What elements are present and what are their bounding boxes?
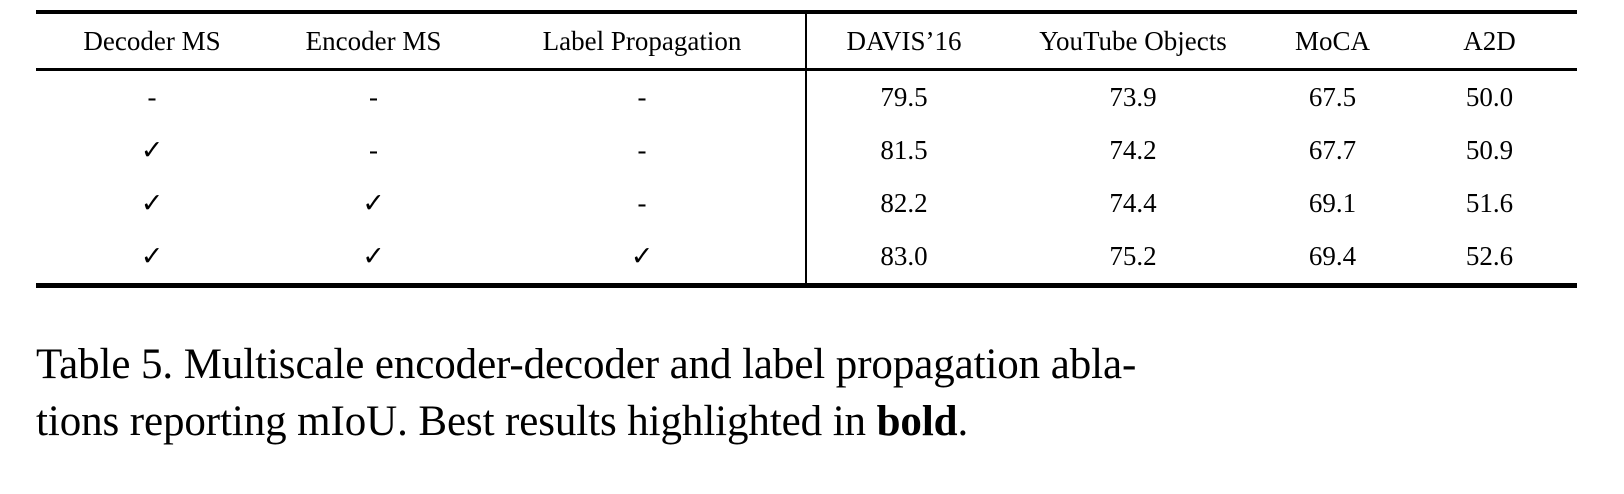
cell-davis16: 81.5 (805, 124, 1003, 177)
caption-line-2: tions reporting mIoU. Best results highl… (36, 393, 1586, 450)
cell-decoder-ms: ✓ (140, 241, 164, 271)
cell-label-propagation: ✓ (630, 241, 654, 271)
cell-moca: 67.5 (1308, 82, 1357, 112)
column-header-moca: MoCA (1294, 25, 1370, 56)
cell-moca: 67.7 (1308, 135, 1357, 165)
cell-moca: 69.1 (1308, 188, 1357, 218)
cell-youtube-objects: 74.4 (1109, 188, 1157, 218)
cell-encoder-ms: ✓ (362, 188, 385, 218)
cell-decoder-ms: - (147, 82, 157, 112)
table-body: - - - 79.5 73.9 67.5 50.0 ✓ - - 81.5 74.… (36, 71, 1577, 283)
column-header-davis16: DAVIS’16 (805, 14, 1003, 68)
cell-a2d: 50.0 (1465, 82, 1514, 112)
caption-line-2-period: . (957, 398, 969, 446)
table-header-rule (36, 68, 1577, 71)
cell-a2d: 52.6 (1465, 241, 1514, 271)
column-header-decoder-ms: Decoder MS (83, 25, 221, 56)
caption-line-2-text: tions reporting mIoU. Best results highl… (36, 398, 877, 446)
table-row: ✓ - - 81.5 74.2 67.7 50.9 (36, 124, 1577, 177)
caption-bold-word: bold (876, 398, 958, 446)
cell-encoder-ms: - (369, 82, 378, 112)
cell-label-propagation: - (637, 82, 647, 112)
cell-decoder-ms: ✓ (140, 188, 164, 218)
ablation-table: Decoder MS Encoder MS Label Propagation … (36, 14, 1577, 68)
cell-label-propagation: - (637, 135, 647, 165)
table-row: ✓ ✓ ✓ 83.0 75.2 69.4 52.6 (36, 230, 1577, 283)
cell-davis16: 82.2 (805, 177, 1003, 230)
table-bottom-rule (36, 283, 1577, 288)
cell-label-propagation: - (637, 188, 647, 218)
caption-line-1: Table 5. Multiscale encoder-decoder and … (36, 341, 1137, 388)
cell-a2d: 51.6 (1465, 188, 1514, 218)
cell-moca: 69.4 (1308, 241, 1357, 271)
cell-youtube-objects: 75.2 (1109, 241, 1157, 271)
cell-encoder-ms: ✓ (362, 241, 385, 271)
column-header-encoder-ms: Encoder MS (305, 25, 442, 56)
column-header-label-propagation: Label Propagation (542, 25, 742, 56)
column-header-youtube-objects: YouTube Objects (1039, 25, 1227, 56)
column-header-a2d: A2D (1463, 25, 1516, 56)
table-row: - - - 79.5 73.9 67.5 50.0 (36, 71, 1577, 124)
cell-davis16: 79.5 (805, 71, 1003, 124)
table-caption: Table 5. Multiscale encoder-decoder and … (36, 336, 1586, 450)
table-row: ✓ ✓ - 82.2 74.4 69.1 51.6 (36, 177, 1577, 230)
cell-youtube-objects: 74.2 (1109, 135, 1157, 165)
cell-davis16: 83.0 (805, 230, 1003, 283)
table-top-rule (36, 10, 1577, 14)
table-header-row: Decoder MS Encoder MS Label Propagation … (36, 14, 1577, 68)
ablation-table-body: - - - 79.5 73.9 67.5 50.0 ✓ - - 81.5 74.… (36, 71, 1577, 283)
cell-decoder-ms: ✓ (140, 135, 164, 165)
table-header: Decoder MS Encoder MS Label Propagation … (36, 14, 1577, 68)
ablation-table-container: Decoder MS Encoder MS Label Propagation … (36, 10, 1577, 288)
cell-a2d: 50.9 (1465, 135, 1514, 165)
cell-encoder-ms: - (369, 135, 378, 165)
cell-youtube-objects: 73.9 (1109, 82, 1157, 112)
